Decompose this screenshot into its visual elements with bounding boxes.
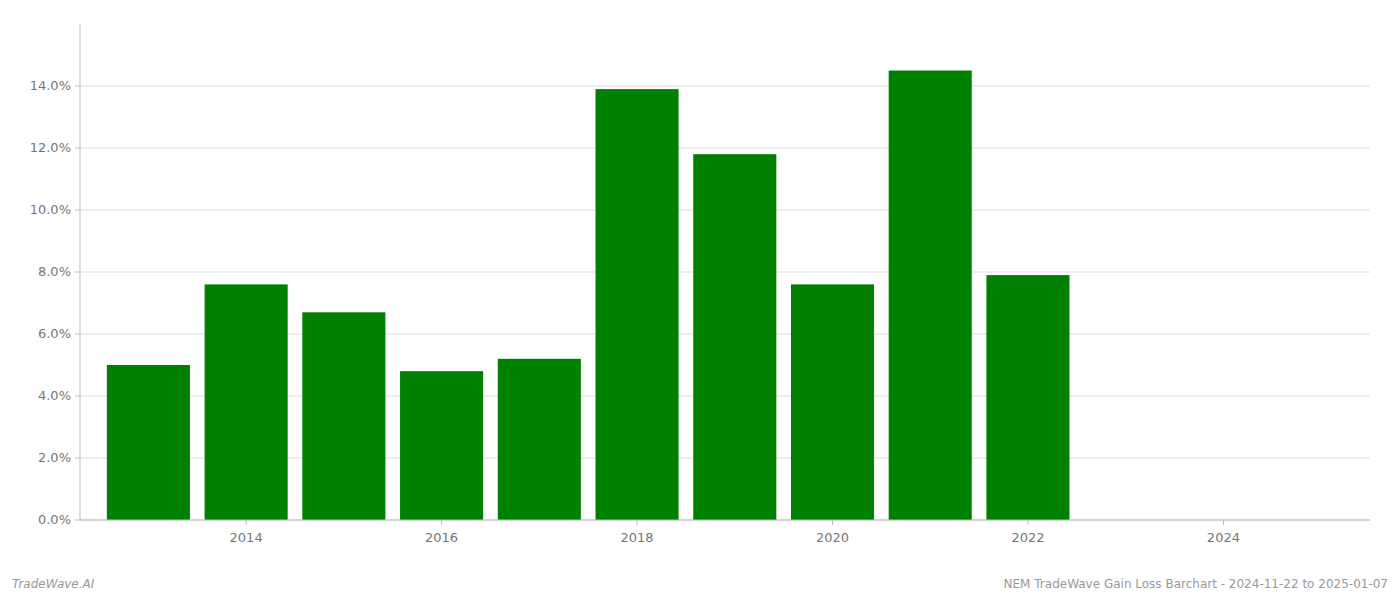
x-tick-label: 2024 — [1207, 530, 1240, 545]
bar — [302, 312, 385, 520]
x-axis-line — [80, 520, 1370, 521]
y-tick-label: 10.0% — [30, 202, 71, 217]
bar — [400, 371, 483, 520]
x-tick-label: 2014 — [230, 530, 263, 545]
x-tick — [832, 520, 833, 525]
y-tick-label: 0.0% — [38, 512, 71, 527]
bar — [498, 359, 581, 520]
footer-left: TradeWave.AI — [12, 577, 95, 591]
bar — [693, 154, 776, 520]
grid-line — [80, 520, 1370, 521]
x-tick — [441, 520, 442, 525]
chart: 0.0% 2.0% 4.0% 6.0% 8.0% 10.0% 12.0% 14.0% 2014 2… — [0, 0, 1400, 600]
x-tick-label: 2018 — [620, 530, 653, 545]
x-tick-label: 2016 — [425, 530, 458, 545]
bar — [791, 284, 874, 520]
grid-line — [80, 86, 1370, 87]
y-tick — [75, 148, 80, 149]
y-tick — [75, 86, 80, 87]
y-tick-label: 6.0% — [38, 326, 71, 341]
x-tick-label: 2020 — [816, 530, 849, 545]
y-tick-label: 14.0% — [30, 78, 71, 93]
y-tick-label: 12.0% — [30, 140, 71, 155]
x-tick — [1223, 520, 1224, 525]
y-tick — [75, 396, 80, 397]
y-tick — [75, 272, 80, 273]
x-tick — [246, 520, 247, 525]
y-tick — [75, 458, 80, 459]
y-tick — [75, 520, 80, 521]
y-tick-label: 2.0% — [38, 450, 71, 465]
bar — [986, 275, 1069, 520]
bar — [889, 71, 972, 521]
grid — [80, 86, 1370, 520]
bar — [596, 89, 679, 520]
x-tick — [1027, 520, 1028, 525]
bars — [107, 71, 1070, 521]
y-tick — [75, 210, 80, 211]
y-tick — [75, 334, 80, 335]
y-tick-label: 8.0% — [38, 264, 71, 279]
bar — [205, 284, 288, 520]
grid-line — [80, 148, 1370, 149]
x-tick-label: 2022 — [1011, 530, 1044, 545]
footer-right: NEM TradeWave Gain Loss Barchart - 2024-… — [1004, 577, 1388, 591]
y-tick-label: 4.0% — [38, 388, 71, 403]
x-tick — [637, 520, 638, 525]
bar — [107, 365, 190, 520]
